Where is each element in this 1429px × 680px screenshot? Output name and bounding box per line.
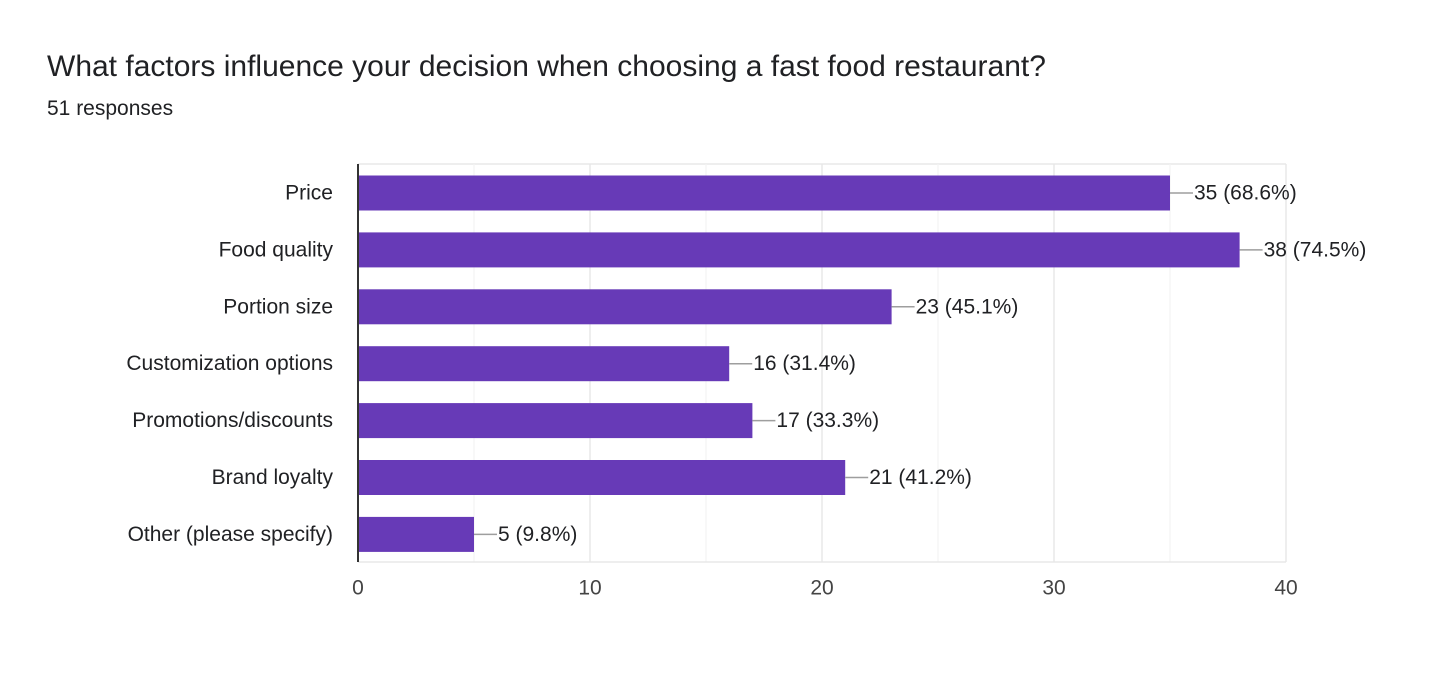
category-label: Other (please specify) <box>128 523 333 546</box>
category-label: Brand loyalty <box>212 466 334 489</box>
x-tick-label: 40 <box>1274 577 1297 600</box>
data-label: 21 (41.2%) <box>869 466 972 489</box>
x-tick-label: 0 <box>352 577 364 600</box>
response-count: 51 responses <box>47 97 174 120</box>
axes: 0 10 20 30 40 <box>352 164 1298 600</box>
bar <box>358 516 474 552</box>
category-label: Portion size <box>223 295 333 318</box>
bar <box>358 175 1170 211</box>
data-label: 35 (68.6%) <box>1194 182 1297 205</box>
data-label: 17 (33.3%) <box>776 409 879 432</box>
grid-lines <box>358 163 1287 563</box>
data-label: 38 (74.5%) <box>1264 238 1367 261</box>
data-label: 5 (9.8%) <box>498 523 577 546</box>
question-title: What factors influence your decision whe… <box>47 50 1046 83</box>
category-label: Price <box>285 182 333 205</box>
labels: Price 35 (68.6%) Food quality 38 (74.5%) Por… <box>126 182 1366 546</box>
category-label: Food quality <box>219 238 334 261</box>
bar <box>358 346 730 382</box>
x-tick-label: 20 <box>810 577 833 600</box>
data-label: 16 (31.4%) <box>753 352 856 375</box>
bars <box>358 175 1240 552</box>
category-label: Customization options <box>126 352 333 375</box>
bar <box>358 403 753 439</box>
data-label: 23 (45.1%) <box>916 295 1019 318</box>
x-tick-label: 30 <box>1042 577 1065 600</box>
x-tick-label: 10 <box>578 577 601 600</box>
bar <box>358 232 1240 268</box>
bar <box>358 460 846 495</box>
bar <box>358 289 892 325</box>
category-label: Promotions/discounts <box>132 409 333 432</box>
